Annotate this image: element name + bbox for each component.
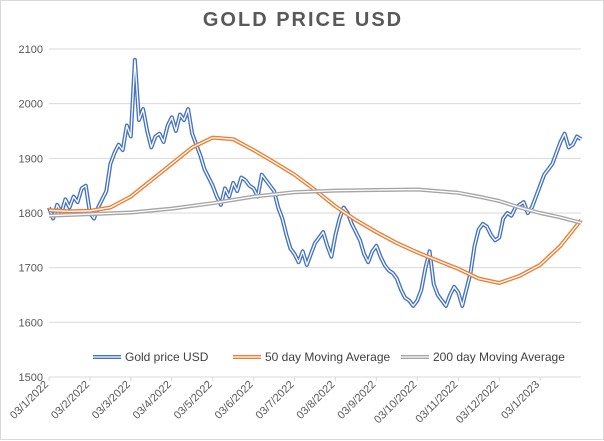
x-tick-label: 03/11/2022 [414,379,461,426]
x-tick-label: 03/3/2022 [90,379,133,422]
x-tick-label: 03/7/2022 [254,379,297,422]
x-tick-label: 03/1/2023 [499,379,542,422]
y-tick-label: 1700 [19,263,43,275]
legend-label-ma200: 200 day Moving Average [433,350,565,364]
series-layer [47,57,583,308]
series-line-ma50-outer [48,135,583,285]
x-tick-label: 03/2/2022 [49,379,92,422]
y-tick-label: 2100 [19,44,43,56]
x-tick-label: 03/10/2022 [372,379,419,426]
legend-label-ma50: 50 day Moving Average [265,350,391,364]
series-line-gold-outer [47,57,583,308]
axis-layer: 150016001700180019002000210003/1/202203/… [8,44,542,426]
y-tick-label: 1800 [19,208,43,220]
legend: Gold price USD 50 day Moving Average 200 d… [93,350,565,364]
x-tick-label: 03/12/2022 [454,379,501,426]
series-line-gold-inner [48,59,582,307]
x-tick-label: 03/5/2022 [172,379,215,422]
x-tick-label: 03/4/2022 [131,379,174,422]
grid-layer [49,48,581,378]
series-line-ma200-inner [48,188,582,224]
y-tick-label: 2000 [19,99,43,111]
legend-label-gold: Gold price USD [125,350,209,364]
x-tick-label: 03/9/2022 [335,379,378,422]
x-tick-label: 03/8/2022 [294,379,337,422]
chart-title: GOLD PRICE USD [202,9,404,31]
y-tick-label: 1900 [19,153,43,165]
y-tick-label: 1600 [19,317,43,329]
x-tick-label: 03/1/2022 [8,379,51,422]
x-tick-label: 03/6/2022 [213,379,256,422]
y-tick-label: 1500 [19,372,43,384]
series-line-ma200-outer [48,187,582,225]
series-line-ma50-inner [48,136,582,284]
